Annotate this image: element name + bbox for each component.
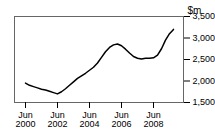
- svg-text:2,000: 2,000: [193, 76, 215, 86]
- svg-text:Jun2002: Jun2002: [47, 110, 67, 129]
- svg-text:Jun2004: Jun2004: [79, 110, 99, 129]
- svg-text:Jun2008: Jun2008: [143, 110, 163, 129]
- svg-text:2,500: 2,500: [193, 54, 215, 64]
- svg-text:3,000: 3,000: [193, 33, 215, 43]
- svg-text:Jun2000: Jun2000: [15, 110, 35, 129]
- svg-text:$m: $m: [188, 5, 202, 16]
- svg-text:1,500: 1,500: [193, 97, 215, 107]
- svg-text:Jun2006: Jun2006: [111, 110, 131, 129]
